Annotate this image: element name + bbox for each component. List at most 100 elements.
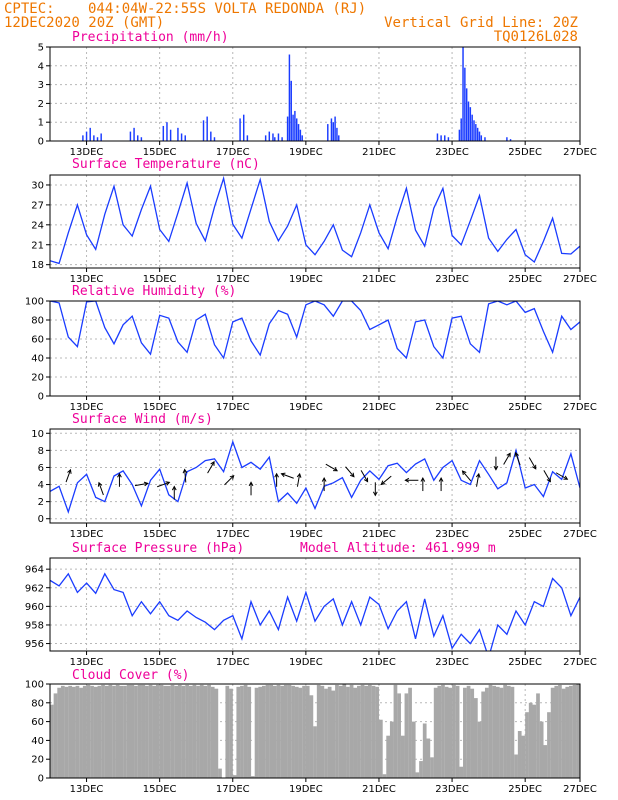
cloud-bar bbox=[203, 685, 208, 778]
cloud-bar bbox=[126, 684, 131, 778]
wind-arrow-shaft bbox=[157, 481, 170, 488]
wind-arrow-shaft bbox=[528, 457, 537, 470]
cloud-bar bbox=[397, 693, 401, 778]
cloud-bar bbox=[441, 684, 445, 778]
precip-bar bbox=[444, 135, 446, 141]
wind-ytick-label: 4 bbox=[38, 480, 44, 491]
cloud-bar bbox=[258, 686, 263, 778]
cloud-bar bbox=[415, 772, 420, 778]
wind-xtick-label: 21DEC bbox=[362, 529, 396, 540]
precip-bar bbox=[213, 137, 216, 141]
cloud-frame bbox=[49, 683, 581, 779]
temp-xtick-label: 13DEC bbox=[70, 274, 104, 285]
cloud-bar bbox=[97, 685, 102, 778]
cloud-bar bbox=[159, 684, 164, 778]
cloud-bar bbox=[565, 686, 570, 778]
cloud-bar bbox=[75, 685, 80, 778]
wind-arrow-shaft bbox=[134, 482, 148, 487]
cloud-bar bbox=[525, 712, 529, 778]
cloud-bar bbox=[389, 721, 394, 778]
rh-data bbox=[50, 301, 580, 360]
wind-arrow bbox=[207, 460, 215, 474]
cloud-bar bbox=[532, 704, 537, 778]
cloud-bar bbox=[101, 684, 105, 778]
precip-bar bbox=[264, 135, 267, 141]
cloud-xtick-label: 17DEC bbox=[216, 784, 250, 795]
precip-bar bbox=[277, 133, 280, 141]
cloud-bar bbox=[488, 684, 493, 778]
rh-frame bbox=[49, 300, 581, 397]
wind-arrow-head bbox=[210, 460, 215, 466]
cloud-bar bbox=[276, 684, 281, 778]
precip-bar bbox=[210, 131, 212, 141]
precip-bar bbox=[242, 114, 245, 141]
cloud-bar bbox=[408, 687, 412, 778]
cloud-bar bbox=[123, 685, 127, 778]
wind-arrow bbox=[321, 477, 327, 492]
cloud-bar bbox=[503, 684, 507, 778]
cloud-bar bbox=[232, 775, 237, 778]
cloud-bar bbox=[137, 684, 142, 778]
rh-ytick-label: 20 bbox=[31, 373, 44, 384]
precip-bar bbox=[295, 118, 298, 141]
precip-bar bbox=[166, 122, 168, 141]
precip-bar bbox=[458, 129, 461, 141]
cloud-bar bbox=[543, 745, 548, 778]
precip-bar bbox=[336, 127, 338, 141]
cloud-bar bbox=[349, 684, 354, 778]
cloud-bar bbox=[79, 687, 83, 778]
wind-arrow bbox=[528, 457, 537, 470]
precip-bar bbox=[162, 125, 165, 141]
precip-bar bbox=[177, 127, 179, 141]
cloud-bar bbox=[287, 684, 292, 778]
wind-arrow-head bbox=[143, 481, 149, 487]
pres-xtick-label: 23DEC bbox=[435, 657, 469, 668]
temp-data bbox=[50, 175, 580, 265]
rh-series-line bbox=[50, 301, 580, 360]
wind-arrow-head bbox=[171, 485, 177, 491]
wind-arrow bbox=[345, 466, 355, 478]
cloud-bar bbox=[272, 685, 277, 778]
cloud-bar bbox=[492, 685, 497, 778]
cloud-bar bbox=[305, 685, 310, 778]
precip-ytick-label: 4 bbox=[38, 61, 44, 72]
wind-xtick-label: 17DEC bbox=[216, 529, 250, 540]
wind-arrow-shaft bbox=[296, 473, 301, 487]
cloud-bar bbox=[433, 687, 438, 778]
cloud-ytick-label: 20 bbox=[31, 755, 44, 766]
precip-bar bbox=[82, 135, 84, 141]
wind-arrow bbox=[380, 475, 392, 486]
wind-arrow bbox=[420, 477, 426, 492]
cloud-bar bbox=[463, 687, 467, 778]
cloud-bar bbox=[145, 685, 149, 778]
precip-xtick-label: 21DEC bbox=[362, 147, 396, 158]
wind-arrow bbox=[65, 468, 72, 483]
rh-title: Relative Humidity (%) bbox=[72, 284, 236, 299]
temp-xtick-label: 21DEC bbox=[362, 274, 396, 285]
precip-bar bbox=[297, 124, 300, 141]
wind-ytick-label: 6 bbox=[38, 463, 44, 474]
precip-bar bbox=[96, 137, 99, 141]
wind-arrow-head bbox=[475, 472, 481, 478]
wind-arrow-shaft bbox=[325, 463, 338, 472]
cloud-bar bbox=[104, 685, 109, 778]
wind-arrow bbox=[97, 481, 104, 496]
wind-arrow bbox=[134, 481, 149, 487]
wind-arrow-head bbox=[165, 481, 171, 486]
wind-arrow-head bbox=[321, 477, 327, 482]
wind-xtick-label: 23DEC bbox=[435, 529, 469, 540]
cloud-panel: 0 20 40 60 80 100 13DEC 15DEC 17DEC 19DEC 21DEC 23D… bbox=[25, 680, 597, 796]
cloud-bar bbox=[166, 685, 171, 778]
temp-series-line bbox=[50, 175, 580, 265]
precip-bar bbox=[169, 129, 172, 141]
cloud-bar bbox=[422, 723, 427, 778]
precip-bar bbox=[475, 124, 477, 141]
cloud-bar bbox=[360, 684, 365, 778]
wind-ytick-label: 8 bbox=[38, 446, 44, 457]
wind-arrow-head bbox=[349, 472, 355, 478]
wind-arrow bbox=[372, 482, 378, 497]
precip-xtick-label: 19DEC bbox=[289, 147, 323, 158]
wind-arrow-head bbox=[546, 477, 551, 483]
cloud-ytick-label: 100 bbox=[25, 680, 44, 691]
temp-xtick-label: 19DEC bbox=[289, 274, 323, 285]
